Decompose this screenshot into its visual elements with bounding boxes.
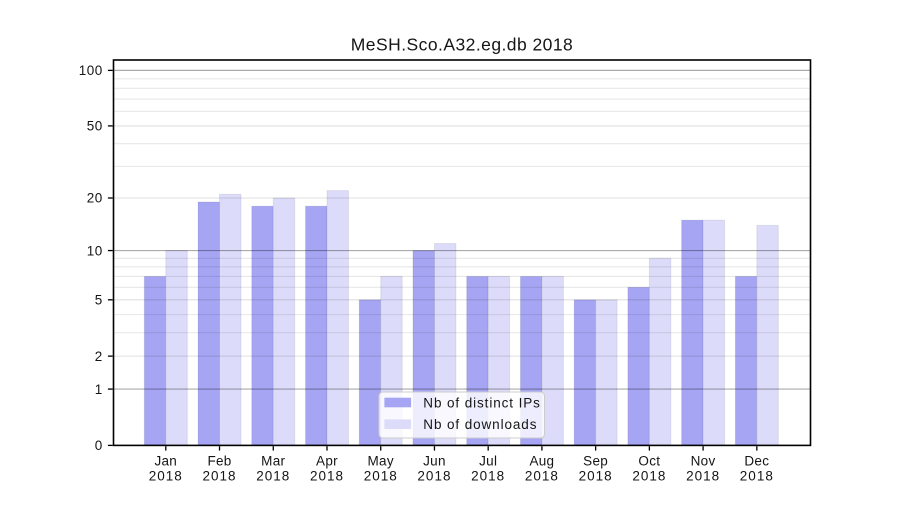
svg-text:2018: 2018 xyxy=(256,468,290,483)
svg-text:50: 50 xyxy=(87,119,103,134)
svg-text:Nb of downloads: Nb of downloads xyxy=(423,417,537,432)
svg-text:Oct: Oct xyxy=(638,453,660,468)
svg-text:Feb: Feb xyxy=(207,453,231,468)
svg-text:May: May xyxy=(368,453,394,468)
svg-text:100: 100 xyxy=(79,63,103,78)
svg-text:1: 1 xyxy=(95,382,103,397)
svg-text:2: 2 xyxy=(95,349,103,364)
svg-text:20: 20 xyxy=(87,191,103,206)
svg-text:Sep: Sep xyxy=(583,453,608,468)
svg-text:Jun: Jun xyxy=(423,453,446,468)
svg-text:2018: 2018 xyxy=(632,468,666,483)
svg-text:Dec: Dec xyxy=(744,453,769,468)
svg-text:2018: 2018 xyxy=(203,468,237,483)
svg-text:Nb of distinct IPs: Nb of distinct IPs xyxy=(423,395,541,410)
svg-text:2018: 2018 xyxy=(149,468,183,483)
svg-text:2018: 2018 xyxy=(417,468,451,483)
svg-text:2018: 2018 xyxy=(310,468,344,483)
svg-text:2018: 2018 xyxy=(471,468,505,483)
svg-text:2018: 2018 xyxy=(740,468,774,483)
svg-text:Jan: Jan xyxy=(154,453,177,468)
svg-text:Jul: Jul xyxy=(479,453,497,468)
svg-text:MeSH.Sco.A32.eg.db 2018: MeSH.Sco.A32.eg.db 2018 xyxy=(351,34,573,54)
svg-text:Mar: Mar xyxy=(261,453,285,468)
svg-text:Apr: Apr xyxy=(316,453,338,468)
svg-text:2018: 2018 xyxy=(579,468,613,483)
svg-text:5: 5 xyxy=(95,293,103,308)
svg-text:0: 0 xyxy=(95,438,103,453)
svg-text:2018: 2018 xyxy=(364,468,398,483)
svg-text:Aug: Aug xyxy=(529,453,554,468)
svg-text:2018: 2018 xyxy=(686,468,720,483)
svg-text:Nov: Nov xyxy=(691,453,716,468)
svg-text:2018: 2018 xyxy=(525,468,559,483)
svg-text:10: 10 xyxy=(87,243,103,258)
